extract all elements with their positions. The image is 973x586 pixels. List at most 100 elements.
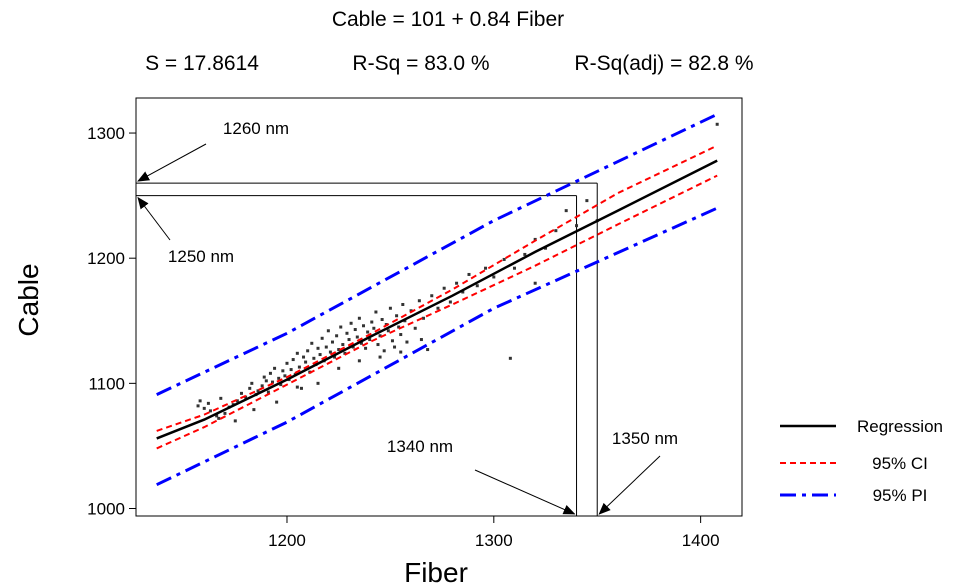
data-point-92 <box>430 294 434 298</box>
data-point-106 <box>533 237 537 241</box>
data-point-56 <box>343 351 347 355</box>
data-point-73 <box>378 334 382 338</box>
data-point-22 <box>271 380 275 384</box>
regression-line <box>156 159 718 440</box>
chart-title: Cable = 101 + 0.84 Fiber <box>332 8 564 31</box>
scatter-points <box>196 122 719 423</box>
annotation-1350-nm: 1350 nm <box>612 429 678 448</box>
data-point-102 <box>502 257 506 261</box>
data-point-84 <box>401 302 405 306</box>
data-point-19 <box>264 379 268 383</box>
data-point-122 <box>378 355 382 359</box>
data-point-103 <box>508 356 512 360</box>
data-point-70 <box>372 326 376 330</box>
data-point-90 <box>421 316 425 320</box>
data-point-78 <box>388 306 392 310</box>
annotations: 1260 nm 1250 nm 1340 nm 1350 nm <box>137 119 678 515</box>
data-point-87 <box>409 309 413 313</box>
data-point-55 <box>341 343 345 347</box>
data-point-47 <box>324 345 328 349</box>
data-point-13 <box>248 386 252 390</box>
data-point-74 <box>380 318 384 322</box>
legend: Regression 95% CI 95% PI <box>780 417 943 505</box>
data-point-12 <box>244 395 248 399</box>
data-point-72 <box>376 343 380 347</box>
data-point-11 <box>239 391 243 395</box>
data-point-117 <box>399 350 403 354</box>
data-point-34 <box>297 365 301 369</box>
data-point-6 <box>219 396 223 400</box>
data-point-79 <box>390 339 394 343</box>
data-point-96 <box>455 281 459 285</box>
data-point-3 <box>208 409 212 413</box>
data-point-27 <box>283 374 287 378</box>
data-point-91 <box>426 348 430 352</box>
data-point-95 <box>448 300 452 304</box>
stat-s: S = 17.8614 <box>145 52 259 75</box>
data-point-14 <box>250 381 254 385</box>
data-point-110 <box>575 224 579 228</box>
data-point-59 <box>349 321 353 325</box>
data-point-65 <box>362 324 366 328</box>
data-point-60 <box>351 345 355 349</box>
legend-label-95-ci: 95% CI <box>872 454 928 473</box>
data-point-108 <box>554 229 558 233</box>
data-point-5 <box>217 416 221 420</box>
data-point-109 <box>564 209 568 213</box>
data-point-51 <box>333 355 337 359</box>
x-tick-label-1300: 1300 <box>475 531 513 550</box>
y-tick-label-1000: 1000 <box>87 499 125 518</box>
data-point-25 <box>279 383 283 387</box>
data-point-30 <box>289 368 293 372</box>
data-point-26 <box>281 369 285 373</box>
95-pi-lower-line <box>156 206 718 487</box>
data-point-98 <box>467 272 471 276</box>
data-point-58 <box>347 338 351 342</box>
data-point-100 <box>484 266 488 270</box>
data-point-50 <box>330 340 334 344</box>
data-point-124 <box>533 281 537 285</box>
data-point-120 <box>295 385 299 389</box>
95-ci-upper-line <box>156 144 718 432</box>
annotation-1250-nm: 1250 nm <box>168 247 234 266</box>
data-point-123 <box>206 401 210 405</box>
data-point-83 <box>399 333 403 337</box>
95-ci-lower-line <box>156 174 718 450</box>
data-point-31 <box>291 358 295 362</box>
x-tick-label-1200: 1200 <box>268 531 306 550</box>
stat-rsq-adj: R-Sq(adj) = 82.8 % <box>574 52 753 75</box>
data-point-35 <box>299 386 303 390</box>
data-point-49 <box>328 350 332 354</box>
x-axis-label: Fiber <box>404 557 468 586</box>
data-point-97 <box>461 290 465 294</box>
data-point-43 <box>316 346 320 350</box>
data-point-20 <box>266 390 270 394</box>
data-point-121 <box>337 366 341 370</box>
data-point-23 <box>273 366 277 370</box>
data-point-101 <box>492 275 496 279</box>
legend-label-regression: Regression <box>857 417 943 436</box>
data-point-111 <box>585 199 589 203</box>
data-point-115 <box>316 381 320 385</box>
data-point-0 <box>196 404 200 408</box>
data-point-69 <box>370 320 374 324</box>
data-point-16 <box>256 389 260 393</box>
data-point-64 <box>359 341 363 345</box>
annotation-1340-nm: 1340 nm <box>387 437 453 456</box>
data-point-75 <box>382 349 386 353</box>
data-point-48 <box>326 329 330 333</box>
reference-lines <box>136 182 598 516</box>
y-axis-label: Cable <box>13 263 44 336</box>
data-point-37 <box>304 360 308 364</box>
annotation-1260-nm: 1260 nm <box>223 119 289 138</box>
y-tick-label-1300: 1300 <box>87 124 125 143</box>
data-point-7 <box>223 411 227 415</box>
data-point-77 <box>386 329 390 333</box>
data-point-86 <box>405 340 409 344</box>
annotation-arrow-1260-nm <box>137 143 207 182</box>
data-point-105 <box>523 252 527 256</box>
data-point-118 <box>419 338 423 342</box>
data-point-53 <box>337 348 341 352</box>
data-point-125 <box>715 122 719 126</box>
data-point-2 <box>202 406 206 410</box>
